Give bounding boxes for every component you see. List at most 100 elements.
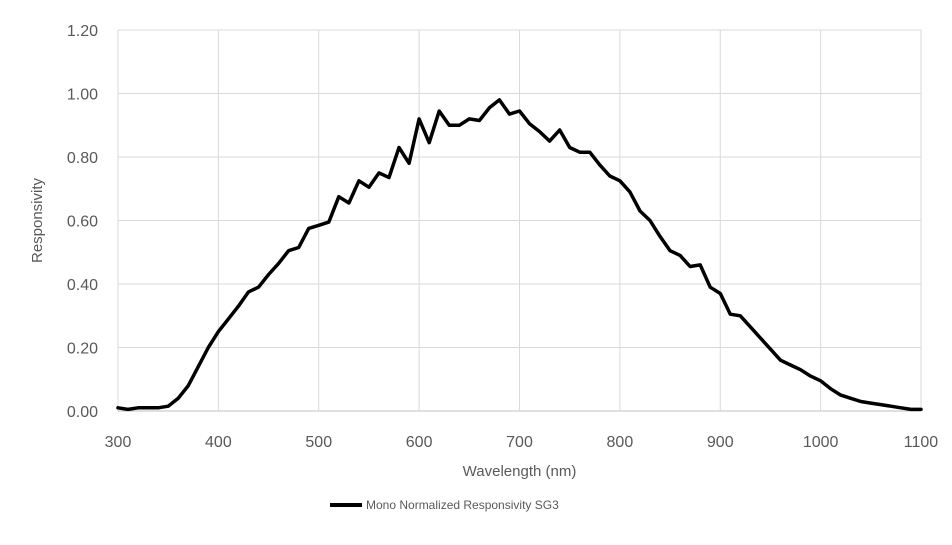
data-point <box>368 186 370 188</box>
y-axis-title: Responsivity <box>29 177 46 263</box>
data-point <box>589 151 591 153</box>
data-point <box>348 202 350 204</box>
data-point <box>508 113 510 115</box>
data-point <box>870 402 872 404</box>
data-point <box>519 110 520 112</box>
x-tick-label: 700 <box>506 434 533 451</box>
data-point <box>438 110 440 112</box>
data-point <box>689 266 691 268</box>
data-point <box>749 326 751 328</box>
data-point <box>308 227 310 229</box>
data-point <box>739 315 741 317</box>
data-point <box>278 262 280 264</box>
legend-label: Mono Normalized Responsivity SG3 <box>366 498 559 512</box>
data-point <box>639 210 641 212</box>
data-point <box>840 394 842 396</box>
x-tick-label: 300 <box>105 434 132 451</box>
x-tick-label: 1100 <box>904 434 939 451</box>
data-point <box>569 146 571 148</box>
data-point <box>217 331 219 333</box>
data-point <box>779 359 781 361</box>
gridlines <box>117 29 922 412</box>
data-point <box>207 347 209 348</box>
data-point <box>167 405 169 407</box>
data-point <box>539 131 541 133</box>
x-axis-title: Wavelength (nm) <box>463 463 577 480</box>
data-point <box>599 164 601 166</box>
data-point <box>910 408 912 410</box>
data-point <box>649 220 651 221</box>
data-point <box>830 388 832 390</box>
data-point <box>268 273 270 275</box>
data-point <box>428 142 430 144</box>
data-point <box>890 405 892 407</box>
data-point <box>318 224 320 226</box>
data-point <box>609 175 611 177</box>
data-point <box>358 180 360 182</box>
data-point <box>488 107 490 109</box>
data-point <box>157 407 159 409</box>
y-tick-label: 0.40 <box>67 277 98 294</box>
data-point <box>900 407 902 409</box>
data-point <box>468 118 470 120</box>
data-point <box>187 385 189 387</box>
data-point <box>629 191 631 193</box>
series-layer <box>116 98 923 412</box>
data-point <box>820 380 822 382</box>
data-point <box>800 369 802 371</box>
data-point <box>117 407 119 409</box>
data-point <box>790 364 792 366</box>
data-point <box>448 124 450 126</box>
data-point <box>177 397 179 399</box>
data-point <box>418 118 420 120</box>
y-tick-label: 1.20 <box>67 23 98 40</box>
data-point <box>719 293 721 295</box>
data-point <box>247 291 249 293</box>
data-point <box>328 221 330 223</box>
data-point <box>478 119 480 121</box>
data-point <box>549 140 551 142</box>
data-point <box>669 250 671 252</box>
x-tick-label: 600 <box>406 434 433 451</box>
data-point <box>398 146 400 148</box>
data-point <box>197 366 199 368</box>
y-tick-label: 1.00 <box>67 87 98 104</box>
data-point <box>810 375 812 377</box>
data-point <box>850 397 852 399</box>
data-point <box>709 286 711 288</box>
data-point <box>288 250 290 252</box>
data-point <box>498 99 500 101</box>
legend: Mono Normalized Responsivity SG3 <box>330 498 559 512</box>
data-point <box>298 246 300 248</box>
data-point <box>227 318 229 320</box>
data-point <box>769 348 771 350</box>
data-point <box>880 404 882 406</box>
x-tick-label: 900 <box>707 434 734 451</box>
data-point <box>378 172 380 174</box>
x-tick-label: 800 <box>607 434 634 451</box>
y-tick-label: 0.80 <box>67 150 98 167</box>
data-point <box>338 196 340 198</box>
data-point <box>388 177 390 179</box>
data-point <box>147 407 149 409</box>
data-point <box>679 254 681 256</box>
data-point <box>920 408 922 410</box>
y-tick-label: 0.60 <box>67 214 98 231</box>
data-point <box>137 407 139 409</box>
data-point <box>529 123 531 125</box>
data-point <box>699 264 701 266</box>
x-tick-labels: 300 400 500 600 700 800 900 1000 1100 <box>105 434 939 451</box>
y-tick-label: 0.20 <box>67 341 98 358</box>
x-tick-label: 400 <box>205 434 232 451</box>
data-point <box>860 400 862 402</box>
data-point <box>458 124 460 126</box>
data-point <box>258 286 260 288</box>
data-point <box>659 235 661 237</box>
data-point <box>237 305 239 307</box>
data-point <box>579 151 581 153</box>
data-point <box>559 129 561 131</box>
data-point <box>127 408 129 410</box>
y-tick-label: 0.00 <box>67 404 98 421</box>
data-point <box>729 313 731 315</box>
